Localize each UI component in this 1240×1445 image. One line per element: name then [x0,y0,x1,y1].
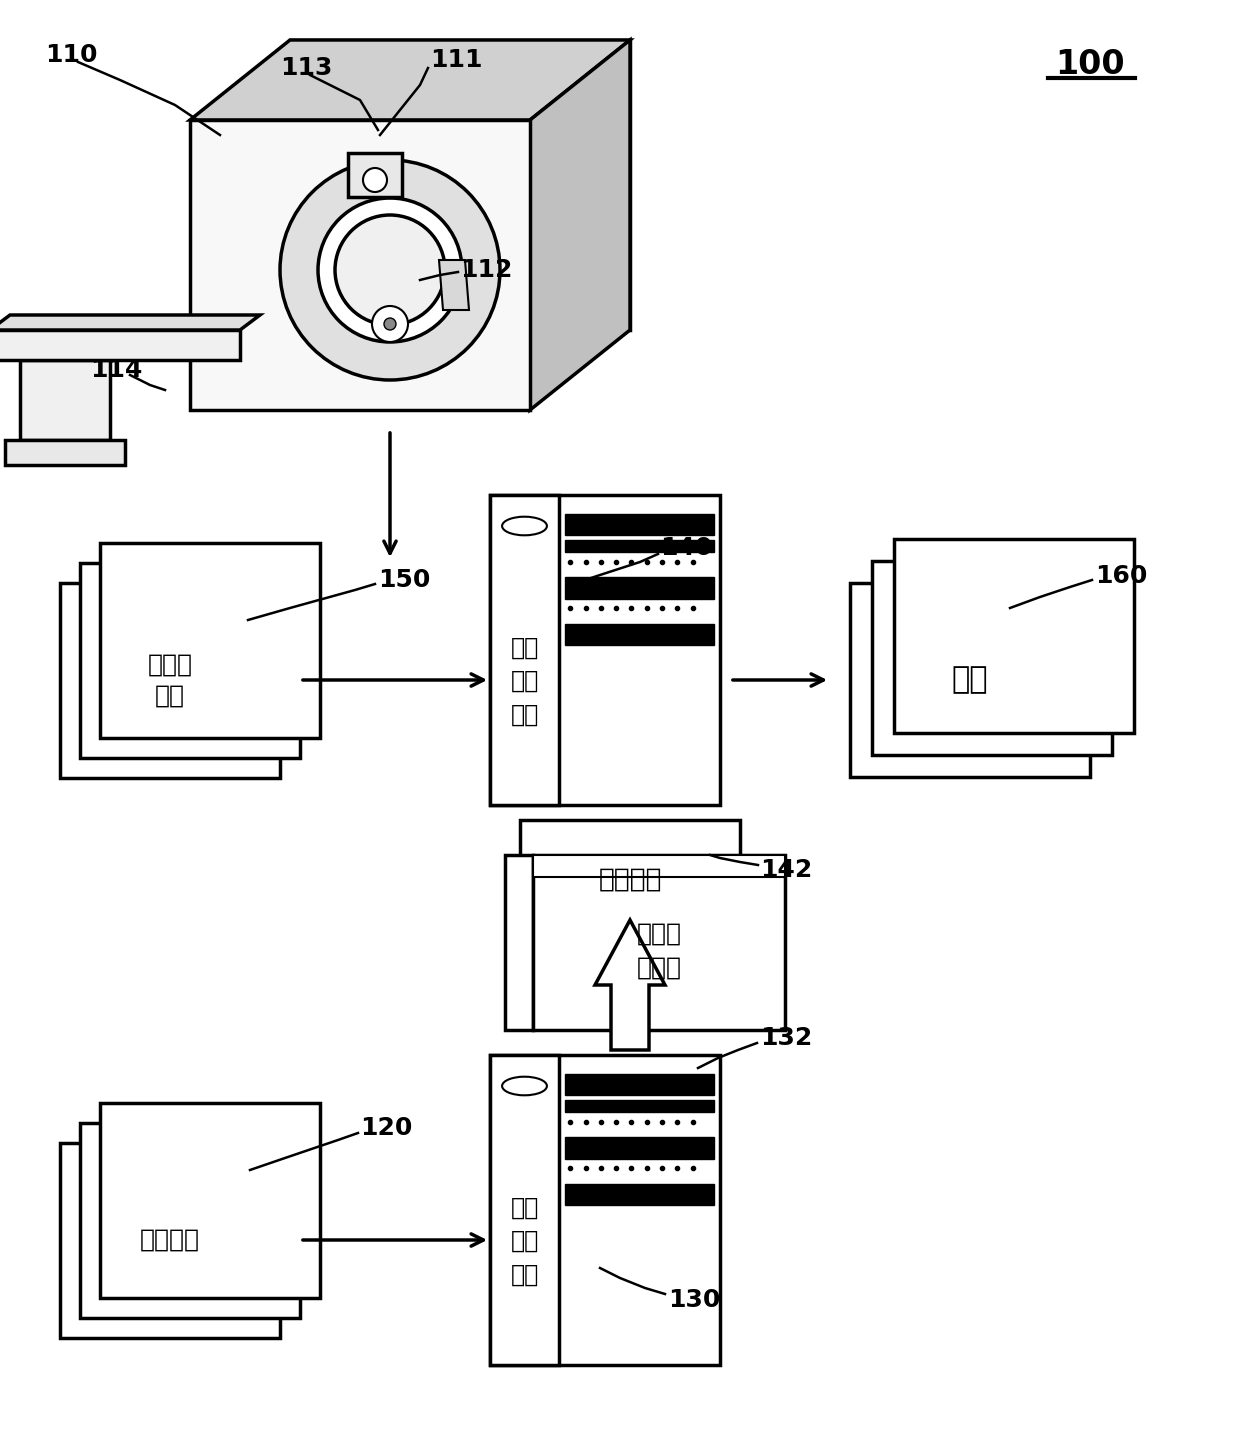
Polygon shape [0,329,241,360]
Bar [565,513,713,535]
Bar [81,1123,300,1318]
Text: 第一
计算
系统: 第一 计算 系统 [511,1195,538,1286]
Bar [490,496,559,805]
Bar [505,855,533,1030]
Circle shape [384,318,396,329]
Polygon shape [190,40,630,120]
Text: 判断模型: 判断模型 [598,867,662,893]
Bar [100,1103,320,1298]
Bar [565,577,713,598]
Bar [565,1137,713,1159]
Text: 111: 111 [430,48,482,72]
Text: 130: 130 [668,1287,720,1312]
Polygon shape [894,539,1135,733]
Text: 120: 120 [360,1116,413,1140]
Text: 113: 113 [280,56,332,79]
Bar [490,496,720,805]
Bar [60,582,280,777]
Ellipse shape [502,517,547,535]
Bar [60,1143,280,1338]
Circle shape [363,168,387,192]
Text: 140: 140 [660,536,712,561]
Text: 样本数据: 样本数据 [140,1228,200,1251]
Text: 待判断
图像: 待判断 图像 [148,652,192,708]
Polygon shape [348,153,402,197]
Text: 100: 100 [1055,49,1125,81]
Bar [565,1100,713,1113]
Polygon shape [872,561,1112,754]
Bar [520,819,740,941]
Polygon shape [529,40,630,410]
Polygon shape [849,582,1090,777]
Bar [490,1055,720,1366]
Text: 132: 132 [760,1026,812,1051]
Text: 112: 112 [460,259,512,282]
Bar [100,543,320,738]
Circle shape [372,306,408,342]
Polygon shape [0,315,260,329]
Bar [81,564,300,759]
Bar [490,1055,559,1366]
Bar [565,540,713,552]
Bar [533,855,785,877]
Circle shape [335,215,445,325]
Text: 114: 114 [91,358,143,381]
Circle shape [317,198,463,342]
Text: 160: 160 [1095,564,1147,588]
Bar [565,1183,713,1205]
Bar [565,624,713,646]
Polygon shape [439,260,469,311]
Polygon shape [528,941,748,952]
Ellipse shape [502,1077,547,1095]
Polygon shape [5,439,125,465]
Polygon shape [20,345,130,360]
Text: 150: 150 [378,568,430,592]
Circle shape [280,160,500,380]
Polygon shape [290,40,630,329]
Text: 初始判
断模型: 初始判 断模型 [636,922,682,980]
Bar [533,855,785,1030]
Polygon shape [595,920,665,1051]
Polygon shape [20,360,110,439]
Text: 110: 110 [45,43,98,66]
Polygon shape [190,120,529,410]
Text: 142: 142 [760,858,812,881]
Bar [565,1074,713,1095]
Text: 第二
计算
系统: 第二 计算 系统 [511,636,538,727]
Text: 评分: 评分 [952,666,988,695]
